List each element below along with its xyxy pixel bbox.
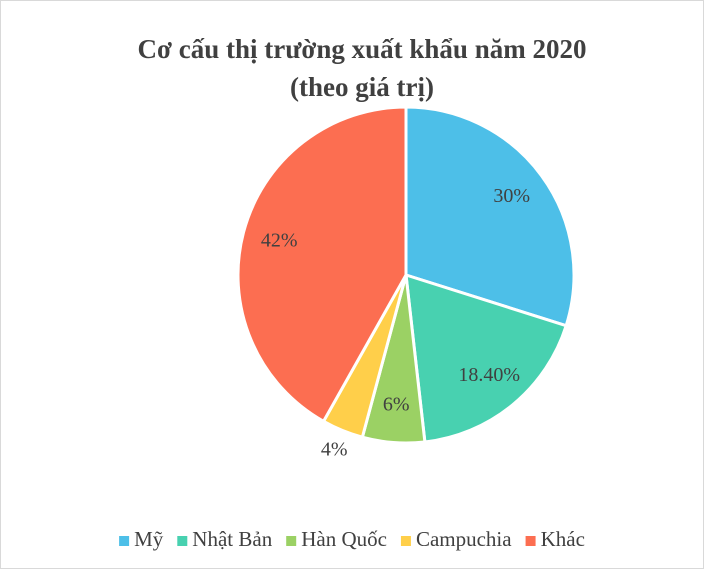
legend-marker: [177, 536, 188, 546]
data-label: 6%: [383, 393, 410, 415]
chart-subtitle: (theo giá trị): [290, 72, 434, 102]
data-label: 18.40%: [458, 364, 520, 386]
chart-title: Cơ cấu thị trường xuất khẩu năm 2020: [138, 34, 587, 64]
legend-label: Hàn Quốc: [301, 527, 387, 551]
legend-marker: [400, 536, 411, 546]
data-label: 4%: [321, 438, 348, 460]
pie-slice: [404, 105, 576, 328]
legend: Mỹ Nhật Bản Hàn Quốc Campuchia Khác: [119, 527, 585, 551]
pie-slice: [404, 272, 569, 444]
legend-label: Nhật Bản: [192, 527, 272, 551]
legend-marker: [286, 536, 297, 546]
data-label: 30%: [493, 185, 530, 207]
data-label: 42%: [261, 229, 298, 251]
legend-label: Campuchia: [416, 527, 512, 551]
legend-marker: [525, 536, 536, 546]
legend-label: Khác: [541, 527, 585, 551]
legend-label: Mỹ: [134, 527, 164, 551]
pie-slice: [236, 105, 408, 424]
legend-marker: [119, 536, 130, 546]
